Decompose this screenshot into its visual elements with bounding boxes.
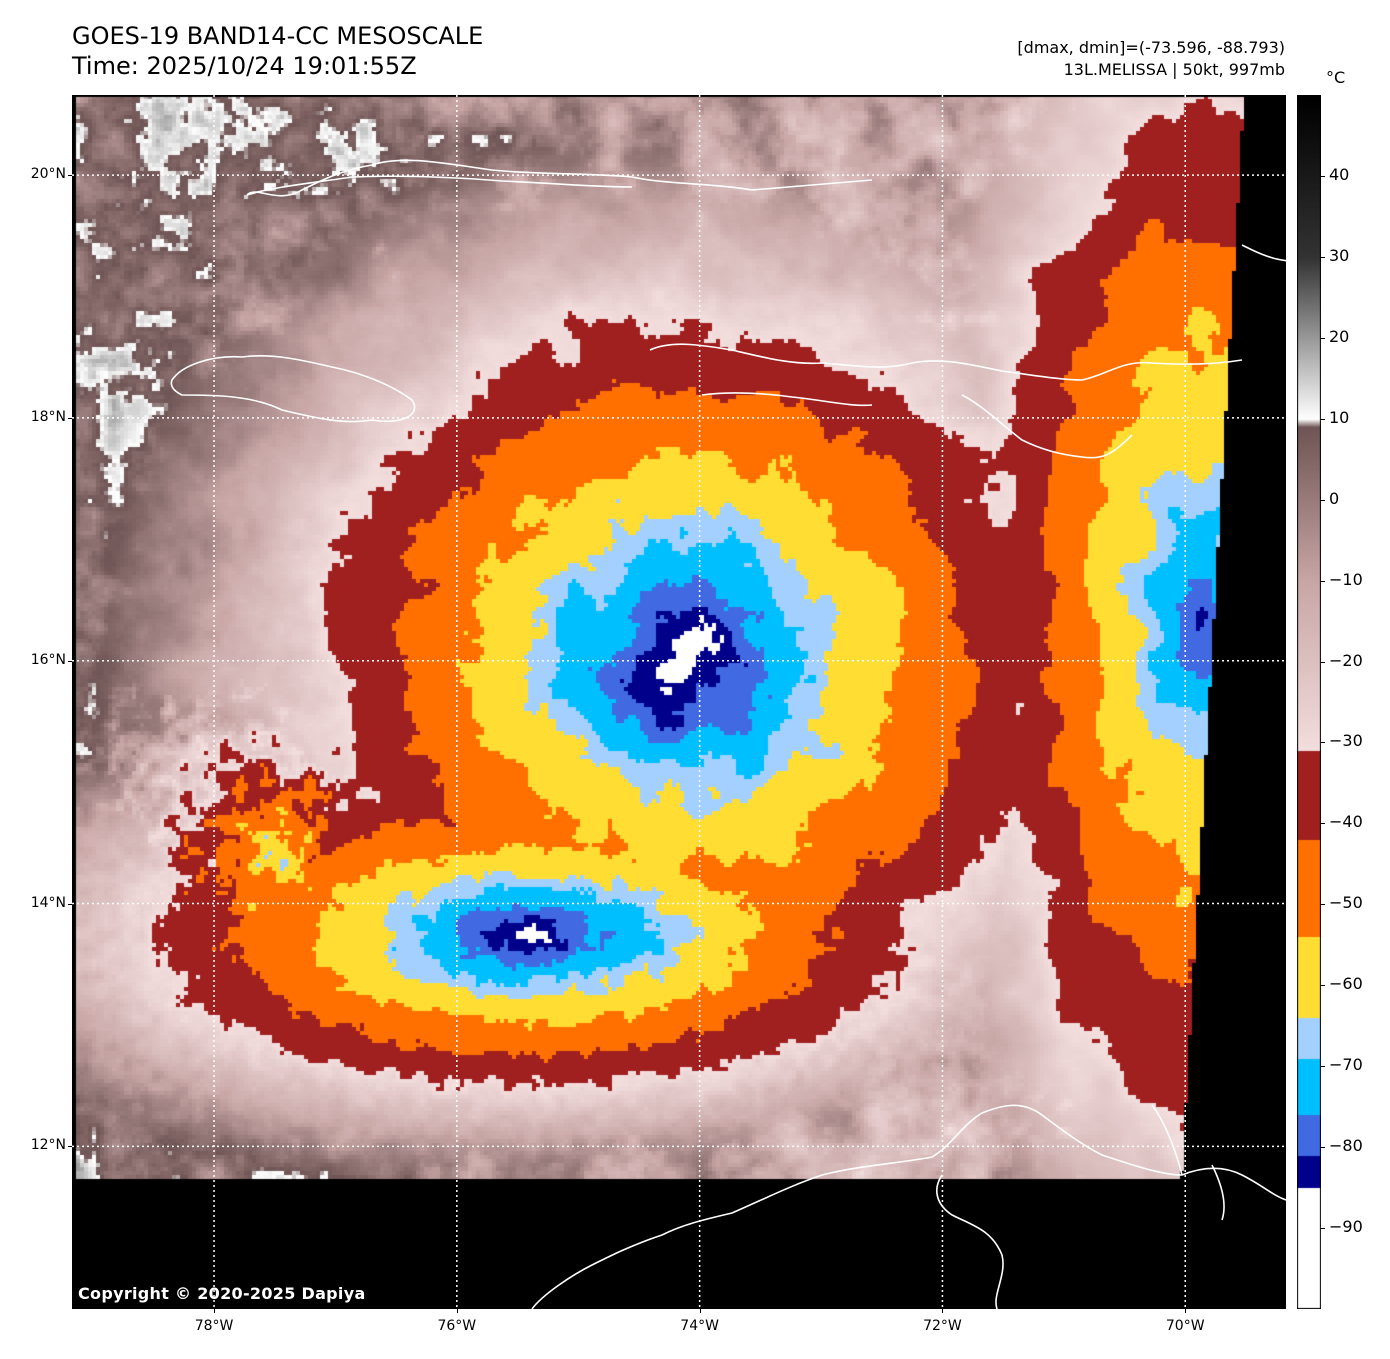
longitude-tick (214, 1309, 216, 1313)
colorbar-tick-mark (1321, 1147, 1325, 1149)
colorbar-tick-mark (1321, 256, 1325, 258)
latitude-label: 14°N (30, 894, 66, 911)
colorbar-tick-mark (1321, 337, 1325, 339)
map-timestamp: Time: 2025/10/24 19:01:55Z (72, 52, 417, 80)
cuba-coastline (246, 159, 873, 197)
colorbar-tick-mark (1321, 1066, 1325, 1068)
colorbar-tick-mark (1321, 661, 1325, 663)
colorbar-tick-label: −80 (1329, 1136, 1363, 1156)
map-overlay (72, 95, 1286, 1309)
latitude-tick (68, 660, 72, 662)
cuba-south-coast (246, 175, 633, 196)
colorbar-tick-mark (1321, 742, 1325, 744)
jamaica-coastline (170, 355, 416, 423)
south-america-coastline (531, 1104, 1286, 1309)
colorbar-tick-label: −20 (1329, 650, 1363, 670)
colorbar-tick-label: −60 (1329, 974, 1363, 994)
colorbar-unit: °C (1326, 68, 1346, 87)
latitude-label: 18°N (30, 408, 66, 425)
colorbar-tick-label: 20 (1329, 326, 1350, 346)
longitude-label: 74°W (680, 1318, 719, 1334)
colorbar-tick-label: 10 (1329, 407, 1350, 427)
latitude-label: 20°N (30, 166, 66, 183)
map-title: GOES-19 BAND14-CC MESOSCALE (72, 22, 484, 50)
longitude-label: 76°W (437, 1318, 477, 1334)
copyright-notice: Copyright © 2020-2025 Dapiya (78, 1284, 366, 1303)
colorbar-tick-label: −90 (1329, 1217, 1363, 1237)
longitude-label: 78°W (194, 1318, 234, 1334)
storm-center (679, 656, 696, 665)
colorbar-tick-mark (1321, 985, 1325, 987)
latitude-tick (68, 175, 72, 177)
longitude-tick (699, 1309, 701, 1313)
storm-center-marker (679, 656, 696, 665)
colorbar-tick-label: −10 (1329, 569, 1363, 589)
graticule (72, 95, 1286, 1309)
aruba-curacao-coast (1151, 1104, 1225, 1221)
temperature-range-readout: [dmax, dmin]=(-73.596, -88.793) (1017, 38, 1285, 57)
colorbar-tick-mark (1321, 904, 1325, 906)
puerto-rico-coastline (1241, 244, 1286, 262)
colorbar-tick-mark (1321, 1228, 1325, 1230)
latitude-tick (68, 903, 72, 905)
colorbar-tick-mark (1321, 418, 1325, 420)
longitude-tick (456, 1309, 458, 1313)
colorbar-tick-label: −70 (1329, 1055, 1363, 1075)
longitude-tick (1185, 1309, 1187, 1313)
guajira-peninsula (936, 1174, 1004, 1309)
latitude-label: 16°N (30, 651, 66, 668)
colorbar-tick-label: 40 (1329, 164, 1350, 184)
colorbar-tick-mark (1321, 499, 1325, 501)
colorbar-tick-mark (1321, 823, 1325, 825)
satellite-map-panel[interactable]: Copyright © 2020-2025 Dapiya (72, 95, 1286, 1309)
storm-info: 13L.MELISSA | 50kt, 997mb (1063, 60, 1285, 79)
colorbar-tick-label: 30 (1329, 245, 1350, 265)
colorbar-tick-label: −30 (1329, 731, 1363, 751)
longitude-tick (942, 1309, 944, 1313)
temperature-colorbar (1297, 95, 1321, 1309)
latitude-label: 12°N (30, 1137, 66, 1154)
colorbar-tick-label: 0 (1329, 488, 1340, 508)
coastlines (170, 159, 1286, 1309)
infrared-imagery (72, 95, 1286, 1309)
colorbar-tick-label: −40 (1329, 812, 1363, 832)
colorbar-tick-label: −50 (1329, 893, 1363, 913)
latitude-tick (68, 417, 72, 419)
hispaniola-north-coast (701, 392, 873, 407)
colorbar-tick-mark (1321, 580, 1325, 582)
latitude-tick (68, 1146, 72, 1148)
colorbar-tick-mark (1321, 175, 1325, 177)
longitude-label: 72°W (923, 1318, 962, 1334)
hispaniola-coastline (649, 343, 1243, 459)
longitude-label: 70°W (1165, 1318, 1205, 1334)
